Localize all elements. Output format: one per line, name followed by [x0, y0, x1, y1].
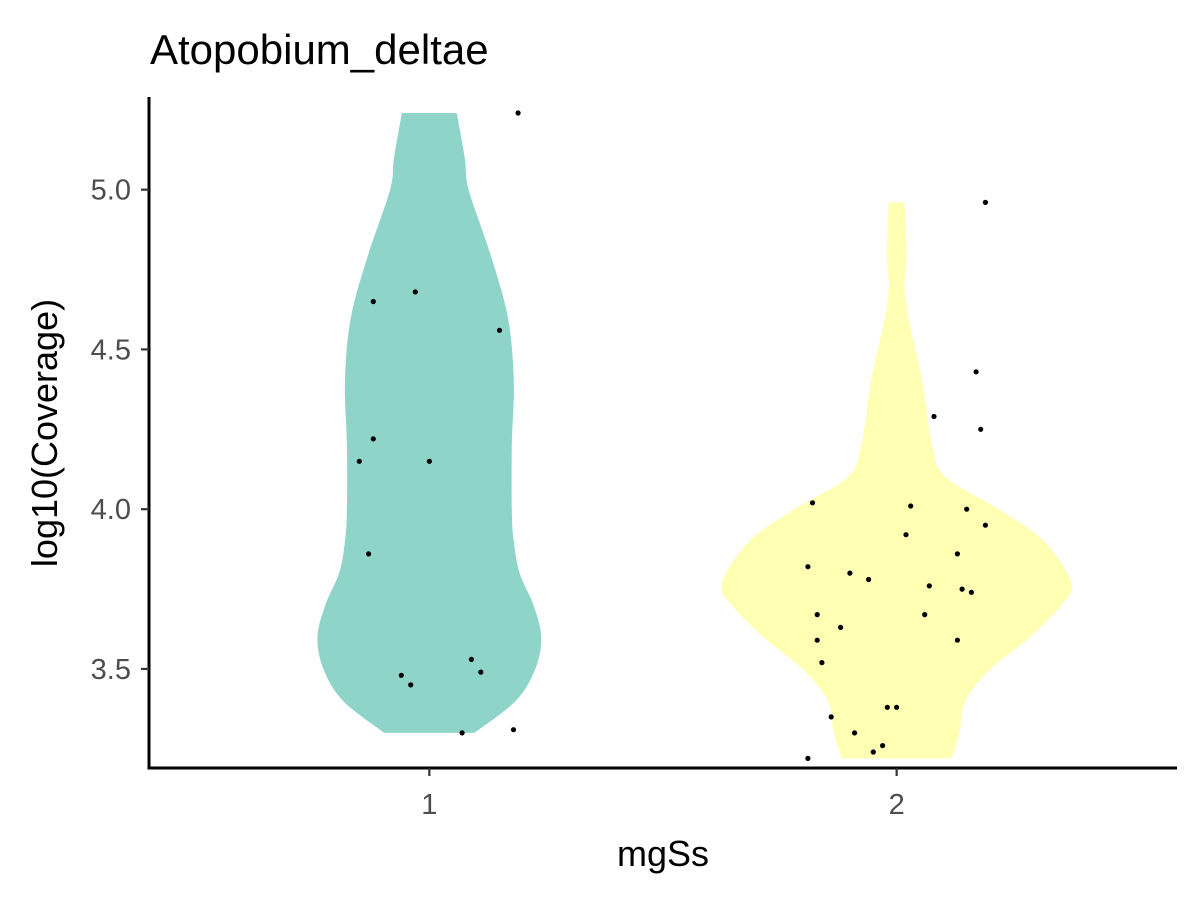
data-point-group-2	[884, 704, 890, 710]
data-point-group-2	[954, 551, 961, 557]
data-point-group-2	[814, 637, 820, 643]
y-tick-label: 4.5	[91, 334, 131, 366]
data-point-group-2	[931, 413, 937, 420]
data-point-group-1	[468, 656, 474, 663]
data-point-group-2	[922, 612, 928, 618]
data-point-group-2	[926, 583, 932, 589]
x-tick-label: 2	[889, 789, 905, 821]
y-axis-ticks: 3.5 4.0 4.5 5.0	[91, 175, 149, 686]
data-point-group-1	[478, 669, 484, 675]
data-point-group-1	[510, 727, 517, 733]
x-axis-title: mgSs	[617, 833, 709, 874]
data-point-group-1	[459, 730, 465, 736]
data-point-group-2	[805, 755, 811, 762]
data-point-group-2	[805, 564, 811, 570]
y-tick-label: 4.0	[91, 494, 131, 526]
data-point-group-2	[954, 637, 961, 643]
data-point-group-2	[908, 503, 914, 509]
violin-group-2	[721, 202, 1073, 759]
data-point-group-2	[866, 576, 872, 583]
data-point-group-2	[894, 704, 900, 710]
data-point-group-1	[515, 110, 521, 116]
points-layer	[356, 110, 989, 762]
data-point-group-1	[366, 551, 372, 557]
y-axis-title: log10(Coverage)	[24, 299, 65, 567]
data-point-group-2	[978, 426, 984, 432]
data-point-group-2	[964, 506, 970, 512]
data-point-group-2	[959, 586, 965, 592]
y-tick-label: 3.5	[91, 654, 131, 686]
data-point-group-2	[852, 730, 858, 736]
data-point-group-2	[968, 589, 975, 595]
data-point-group-2	[982, 522, 989, 528]
x-tick-label: 1	[421, 789, 437, 821]
data-point-group-1	[356, 458, 362, 464]
data-point-group-2	[847, 570, 853, 576]
data-point-group-1	[370, 298, 376, 305]
data-point-group-1	[408, 682, 414, 688]
violin-group-1	[317, 113, 542, 733]
data-point-group-2	[973, 369, 979, 375]
data-point-group-2	[819, 660, 825, 666]
data-point-group-2	[809, 500, 816, 506]
data-point-group-1	[412, 289, 418, 295]
data-point-group-2	[870, 749, 876, 755]
violins-layer	[317, 113, 1073, 759]
chart-title: Atopobium_deltae	[150, 26, 489, 73]
data-point-group-2	[903, 532, 909, 538]
data-point-group-1	[426, 458, 432, 464]
data-point-group-2	[828, 714, 834, 720]
data-point-group-2	[838, 624, 844, 631]
data-point-group-2	[982, 199, 989, 205]
data-point-group-2	[880, 743, 886, 749]
data-point-group-1	[496, 327, 503, 333]
data-point-group-1	[370, 436, 376, 442]
data-point-group-1	[398, 672, 404, 678]
data-point-group-2	[814, 612, 820, 618]
y-tick-label: 5.0	[91, 175, 131, 207]
